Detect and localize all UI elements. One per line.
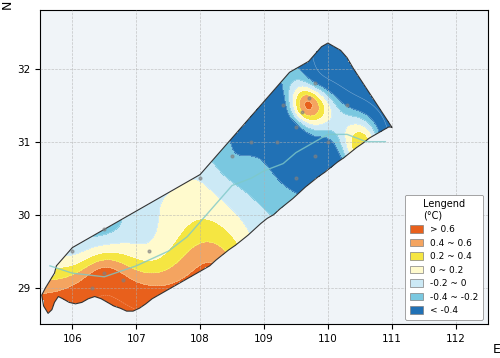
Y-axis label: N: N [0,0,14,9]
Point [196,175,204,181]
Point [273,139,281,145]
Point [247,139,255,145]
Point [228,154,236,159]
Point [120,277,128,283]
Point [304,95,312,101]
Point [68,248,76,254]
Point [145,248,153,254]
Point [343,102,351,108]
Point [292,175,300,181]
Point [298,110,306,115]
Legend: > 0.6, 0.4 ~ 0.6, 0.2 ~ 0.4, 0 ~ 0.2, -0.2 ~ 0, -0.4 ~ -0.2, < -0.4: > 0.6, 0.4 ~ 0.6, 0.2 ~ 0.4, 0 ~ 0.2, -0… [405,194,483,320]
Point [100,270,108,276]
Point [292,124,300,130]
Point [311,154,319,159]
X-axis label: E: E [492,343,500,356]
Point [279,102,287,108]
Point [100,227,108,232]
Point [311,80,319,86]
Point [88,285,96,291]
Point [324,139,332,145]
